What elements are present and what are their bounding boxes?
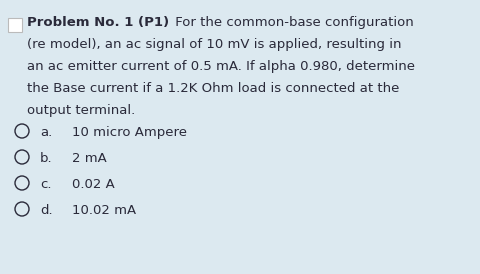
Text: output terminal.: output terminal. [27,104,135,117]
Text: 10.02 mA: 10.02 mA [72,204,136,217]
Text: the Base current if a 1.2K Ohm load is connected at the: the Base current if a 1.2K Ohm load is c… [27,82,398,95]
Text: an ac emitter current of 0.5 mA. If alpha 0.980, determine: an ac emitter current of 0.5 mA. If alph… [27,60,414,73]
Text: Problem No. 1 (P1): Problem No. 1 (P1) [27,16,169,29]
Text: 10 micro Ampere: 10 micro Ampere [72,126,187,139]
Bar [8,18,22,32]
Text: d.: d. [40,204,52,217]
Text: For the common-base configuration: For the common-base configuration [171,16,413,29]
Text: c.: c. [40,178,51,191]
Text: 2 mA: 2 mA [72,152,107,165]
Text: (re model), an ac signal of 10 mV is applied, resulting in: (re model), an ac signal of 10 mV is app… [27,38,401,51]
Text: b.: b. [40,152,52,165]
Text: 0.02 A: 0.02 A [72,178,115,191]
Text: a.: a. [40,126,52,139]
